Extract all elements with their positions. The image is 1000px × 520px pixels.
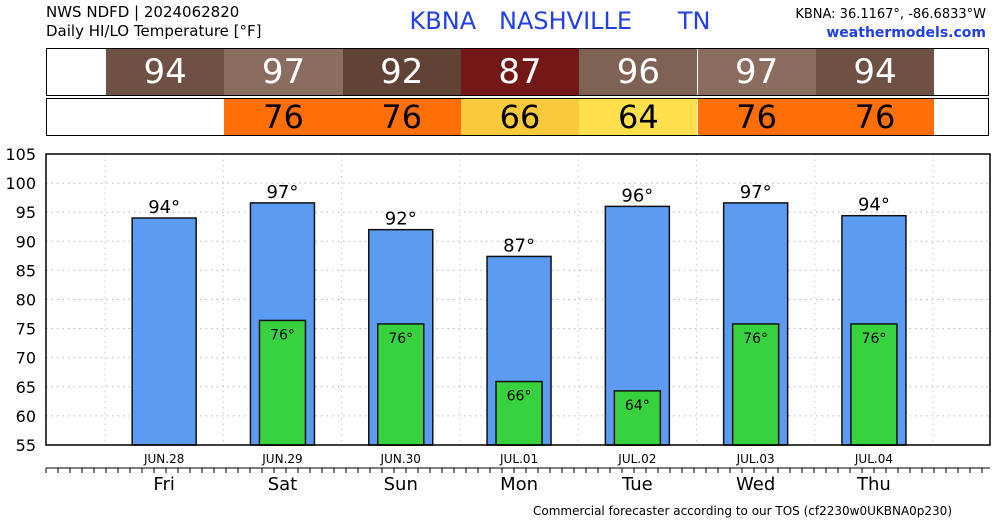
date-label: JUL.03 — [736, 452, 775, 466]
day-label: Sun — [384, 474, 418, 495]
y-tick-label: 75 — [16, 320, 36, 339]
lo-temp-cell: 64 — [579, 99, 698, 135]
hi-bar — [131, 217, 197, 446]
lo-temp-cell: 76 — [697, 99, 816, 135]
date-label: JUN.28 — [143, 452, 184, 466]
y-tick-label: 90 — [16, 232, 36, 251]
lo-temp-cell: 76 — [342, 99, 461, 135]
y-tick-label: 105 — [5, 145, 36, 164]
y-tick-label: 80 — [16, 291, 36, 310]
hi-bar-label: 94° — [148, 197, 180, 218]
hi-bar-label: 87° — [503, 235, 535, 256]
hi-temp-cell: 92 — [342, 49, 461, 95]
hi-temp-strip: 94 97 92 87 96 97 94 — [46, 48, 989, 96]
y-tick-label: 100 — [5, 174, 36, 193]
hi-bar-label: 92° — [385, 209, 417, 230]
lo-temp-cell: 76 — [224, 99, 343, 135]
day-label: Fri — [153, 474, 174, 495]
date-label: JUL.04 — [854, 452, 893, 466]
lo-bar-label: 76° — [862, 331, 887, 347]
product-label: Daily HI/LO Temperature [°F] — [46, 22, 262, 40]
date-label: JUL.01 — [499, 452, 538, 466]
header-info: NWS NDFD | 2024062820 Daily HI/LO Temper… — [46, 3, 262, 41]
day-label: Wed — [736, 474, 775, 495]
lo-bar — [258, 319, 307, 446]
hi-temp-cell: 94 — [106, 49, 225, 95]
day-label: Mon — [500, 474, 538, 495]
hi-bar-label: 96° — [621, 185, 653, 206]
y-tick-label: 95 — [16, 203, 36, 222]
day-label: Tue — [621, 474, 653, 495]
station-coords: KBNA: 36.1167°, -86.6833°W — [795, 7, 986, 22]
lo-bar — [495, 380, 543, 446]
lo-bar — [731, 323, 780, 446]
hi-temp-cell: 87 — [460, 49, 580, 95]
plot-frame — [45, 153, 991, 446]
hi-temp-cell: 97 — [224, 49, 343, 95]
y-tick-label: 55 — [16, 436, 36, 455]
lo-bar-label: 76° — [388, 331, 413, 347]
date-label: JUL.02 — [617, 452, 656, 466]
lo-bar-label: 76° — [270, 327, 295, 343]
header-right: KBNA: 36.1167°, -86.6833°W weathermodels… — [795, 5, 986, 43]
y-tick-label: 85 — [16, 261, 36, 280]
lo-temp-cell: 66 — [460, 99, 580, 135]
hi-temp-cell: 94 — [815, 49, 935, 95]
lo-temp-cell — [106, 99, 225, 135]
lo-bar-label: 64° — [625, 398, 650, 414]
y-tick-label: 70 — [16, 349, 36, 368]
site-link[interactable]: weathermodels.com — [826, 25, 986, 41]
y-tick-label: 65 — [16, 378, 36, 397]
day-label: Thu — [856, 474, 891, 495]
footer-note: Commercial forecaster according to our T… — [532, 504, 952, 518]
station-title: KBNA NASHVILLE TN — [409, 7, 711, 35]
y-tick-label: 60 — [16, 407, 36, 426]
hi-temp-cell: 97 — [697, 49, 816, 95]
lo-bar-label: 76° — [743, 331, 768, 347]
lo-temp-strip: 76 76 66 64 76 76 — [46, 98, 989, 136]
lo-bar — [613, 390, 662, 446]
day-label: Sat — [268, 474, 298, 495]
hi-bar-label: 97° — [266, 182, 298, 203]
lo-bar-label: 66° — [507, 389, 532, 405]
date-label: JUN.30 — [380, 452, 421, 466]
temperature-chart: 55 60 65 70 75 80 85 90 95 100 105 94° 97° 76° 92° 76° 8… — [5, 145, 991, 495]
date-label: JUN.29 — [261, 452, 302, 466]
hi-bar-label: 97° — [740, 182, 772, 203]
lo-temp-cell: 76 — [815, 99, 935, 135]
hi-temp-cell: 96 — [579, 49, 698, 95]
run-label: NWS NDFD | 2024062820 — [46, 3, 240, 21]
hi-bar-label: 94° — [858, 195, 890, 216]
